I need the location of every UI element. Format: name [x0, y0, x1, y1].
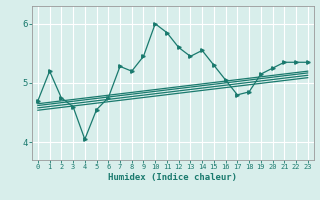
X-axis label: Humidex (Indice chaleur): Humidex (Indice chaleur)	[108, 173, 237, 182]
